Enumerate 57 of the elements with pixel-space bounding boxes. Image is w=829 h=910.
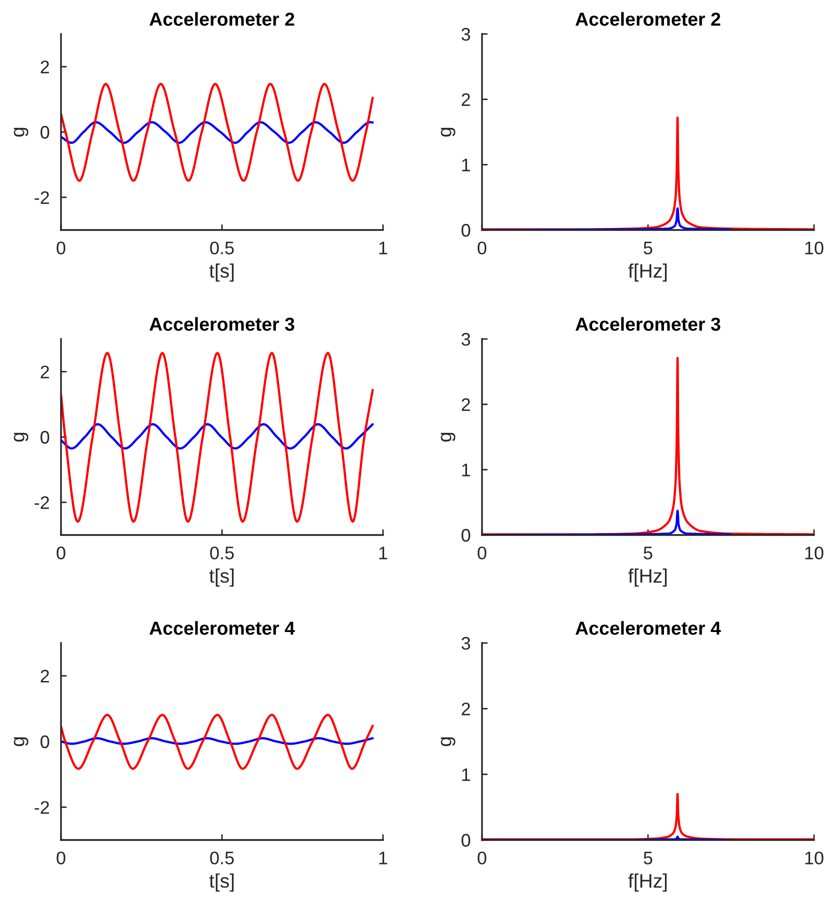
x-tick-label: 0 (478, 242, 486, 254)
x-axis-title: t[s] (209, 874, 234, 892)
chart-title: Accelerometer 4 (576, 621, 721, 635)
y-tick-label: 1 (462, 768, 470, 781)
y-tick-label: 3 (462, 28, 470, 41)
y-tick-label: 3 (462, 636, 470, 650)
y-axis-title: g (440, 737, 456, 746)
y-tick-label: 0 (462, 834, 470, 847)
x-tick-label: 5 (644, 242, 652, 254)
y-axis-title: g (440, 432, 456, 442)
y-tick-label: 2 (40, 670, 49, 682)
x-tick-label: 0.5 (210, 852, 234, 864)
y-tick-label: 1 (462, 158, 470, 172)
y-tick-label: 2 (462, 398, 470, 411)
x-tick-label: 1 (379, 852, 388, 864)
x-tick-label: 10 (805, 852, 824, 864)
x-tick-label: 0 (56, 242, 66, 254)
y-tick-label: 2 (462, 93, 470, 106)
y-tick-label: 0 (40, 735, 50, 748)
x-axis-title: f[Hz] (628, 568, 667, 587)
y-tick-label: 1 (462, 464, 470, 476)
x-tick-label: 5 (644, 546, 652, 560)
y-tick-label: 0 (40, 126, 50, 139)
x-tick-label: 10 (805, 546, 824, 560)
y-tick-label: 2 (462, 702, 470, 716)
chart-title: Accelerometer 2 (150, 12, 294, 26)
x-tick-label: 0 (56, 546, 66, 560)
y-tick-label: 0 (40, 430, 50, 444)
y-tick-label: -2 (34, 496, 49, 509)
x-tick-label: 1 (379, 242, 388, 254)
y-axis-title: g (440, 128, 456, 137)
y-tick-label: -2 (34, 801, 49, 814)
x-tick-label: 5 (644, 852, 652, 864)
y-tick-label: 0 (462, 528, 470, 542)
x-tick-label: 0 (56, 852, 66, 864)
y-tick-label: 3 (462, 332, 470, 346)
y-axis-title: g (14, 737, 28, 746)
chart-title: Accelerometer 3 (150, 317, 294, 331)
x-axis-title: t[s] (209, 264, 234, 282)
chart-title: Accelerometer 2 (576, 12, 720, 26)
y-tick-label: -2 (34, 191, 49, 204)
y-axis-title: g (14, 128, 28, 137)
x-tick-label: 10 (805, 242, 824, 254)
x-tick-label: 0 (478, 546, 486, 560)
y-tick-label: 0 (462, 224, 470, 237)
x-axis-title: t[s] (209, 568, 234, 587)
x-axis-title: f[Hz] (628, 874, 667, 892)
x-tick-label: 0.5 (210, 242, 234, 254)
x-tick-label: 1 (379, 546, 388, 560)
y-axis-title: g (14, 432, 28, 442)
chart-title: Accelerometer 3 (576, 317, 720, 331)
x-tick-label: 0 (478, 852, 486, 864)
x-tick-label: 0.5 (210, 546, 234, 560)
y-tick-label: 2 (40, 366, 49, 378)
x-axis-title: f[Hz] (628, 264, 667, 282)
chart-title: Accelerometer 4 (150, 621, 295, 635)
y-tick-label: 2 (40, 60, 49, 74)
